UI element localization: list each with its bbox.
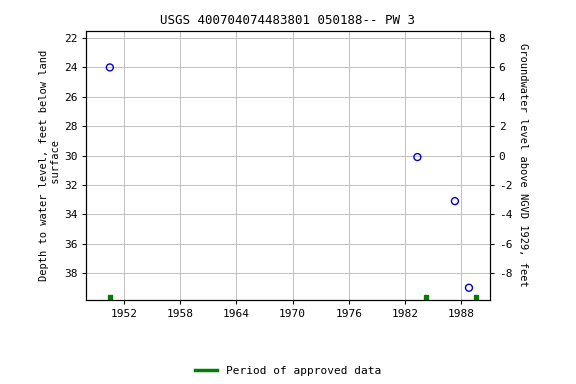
Legend: Period of approved data: Period of approved data [191, 361, 385, 380]
Point [105, 293, 115, 300]
Point [450, 198, 460, 204]
Point [413, 154, 422, 160]
Y-axis label: Depth to water level, feet below land
 surface: Depth to water level, feet below land su… [40, 50, 61, 281]
Point [421, 293, 430, 300]
Point [105, 65, 115, 71]
Title: USGS 400704074483801 050188-- PW 3: USGS 400704074483801 050188-- PW 3 [161, 14, 415, 27]
Y-axis label: Groundwater level above NGVD 1929, feet: Groundwater level above NGVD 1929, feet [518, 43, 528, 287]
Point [464, 285, 473, 291]
Point [471, 293, 480, 300]
